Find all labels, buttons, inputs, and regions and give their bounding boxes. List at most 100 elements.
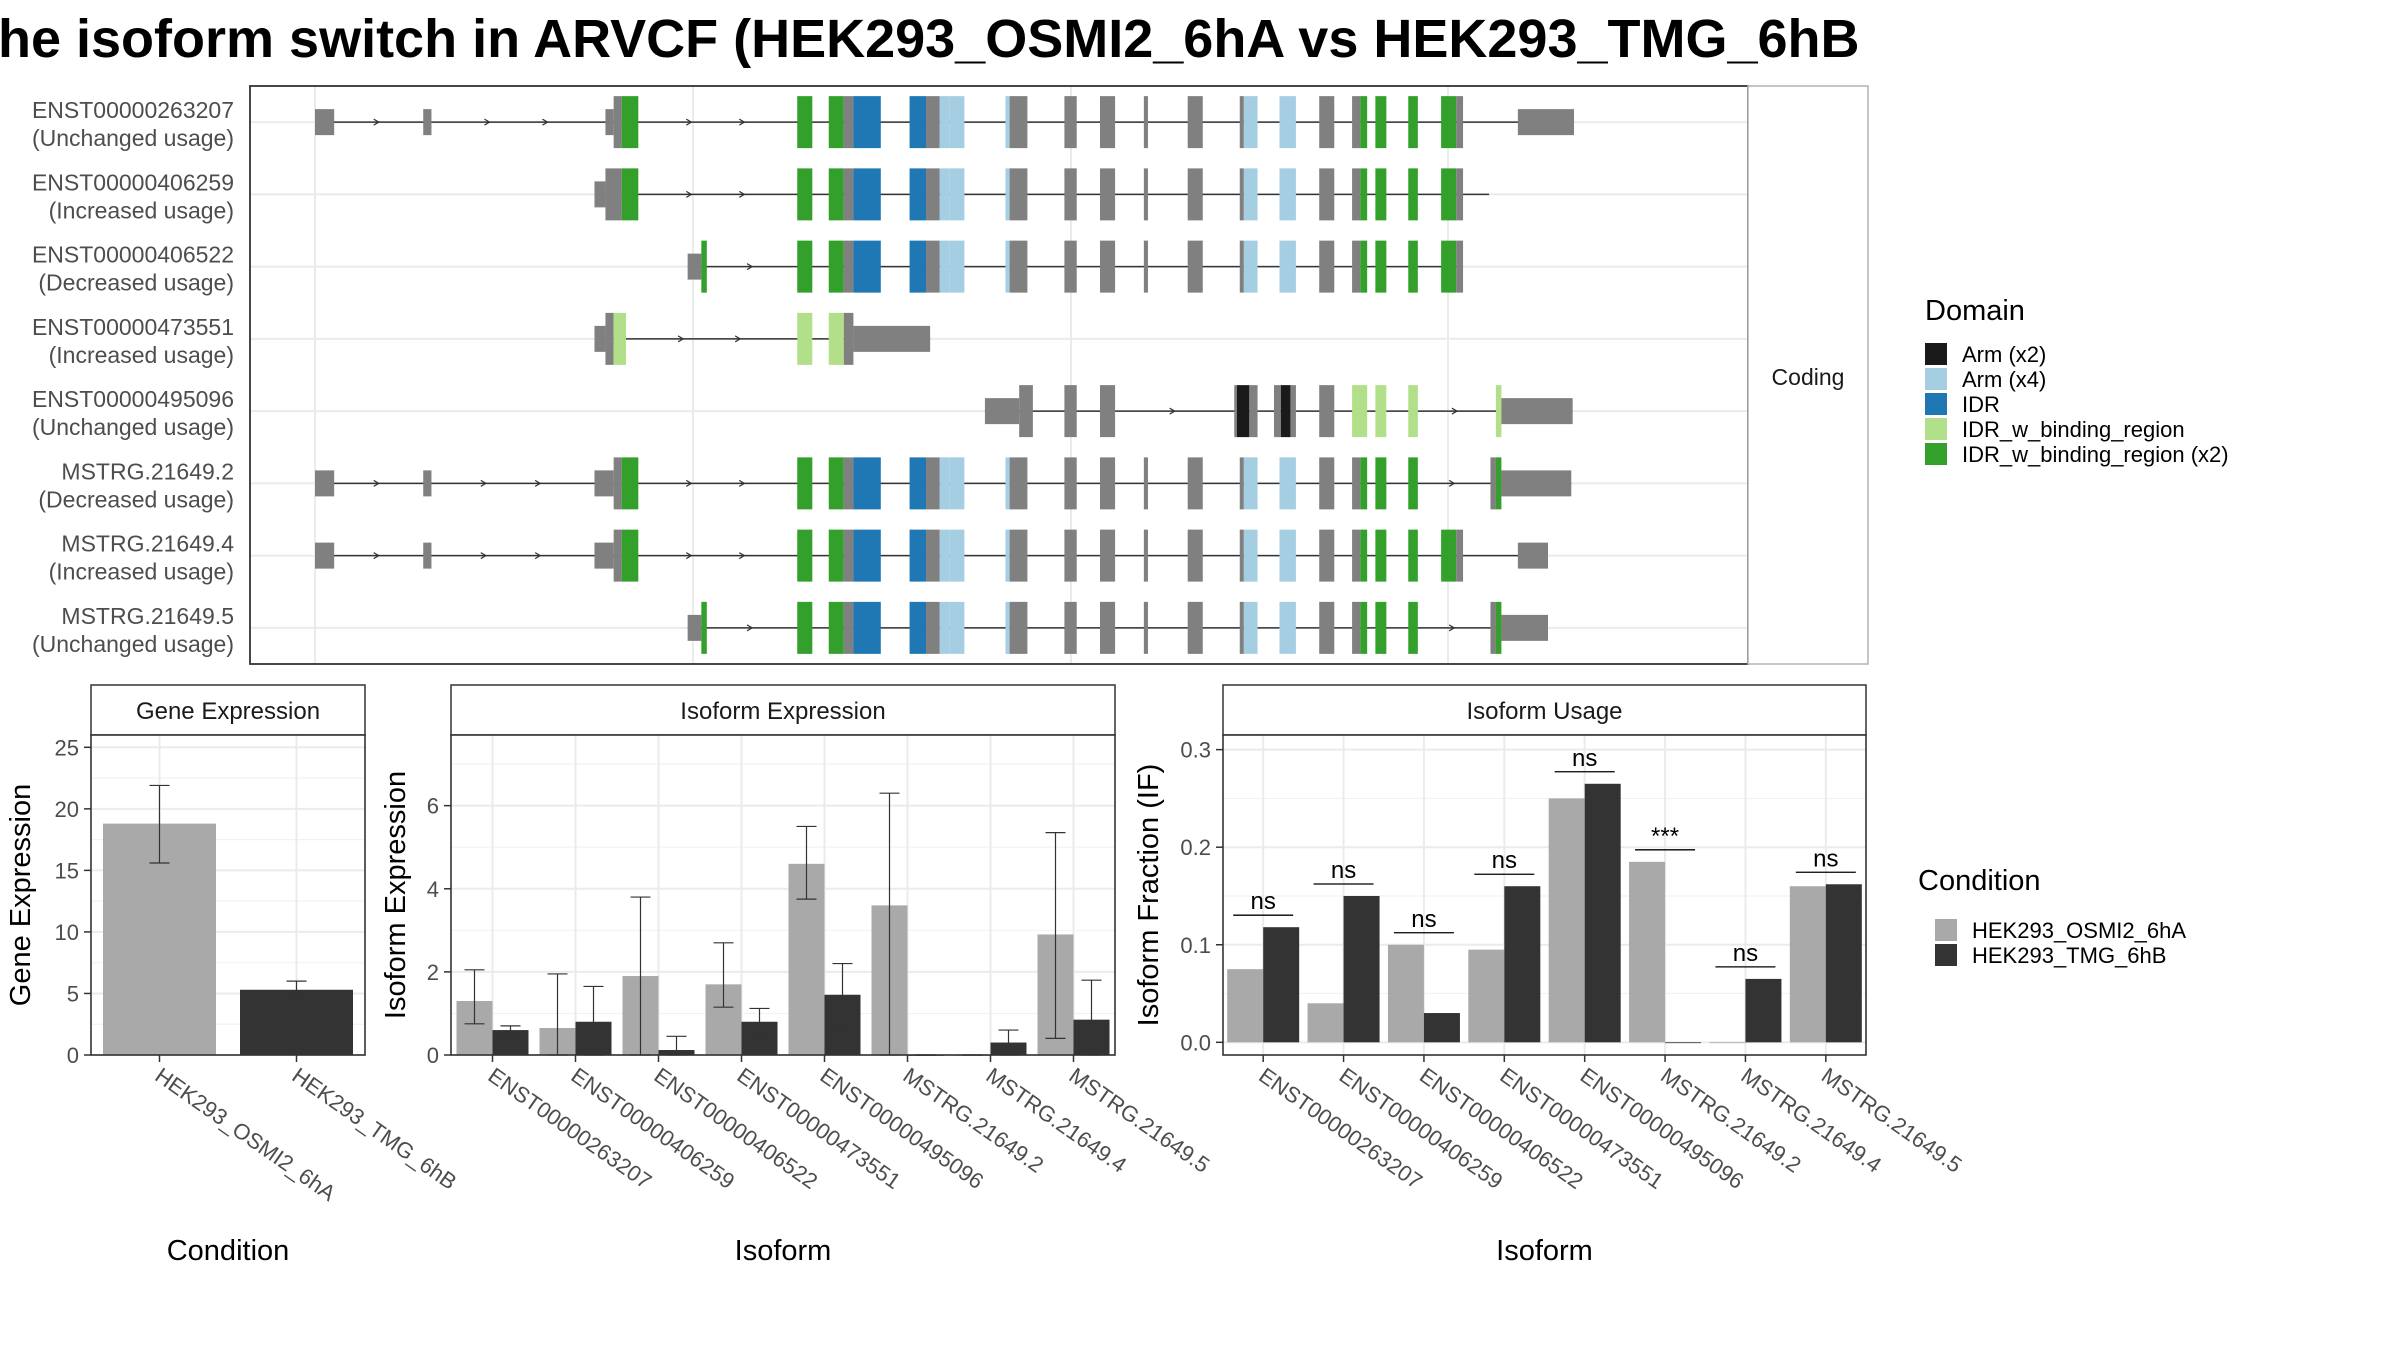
isoform-label: ENST00000495096 [32,386,234,412]
exon-block [1441,529,1457,582]
exon-block [1064,240,1077,293]
exon-block [1187,168,1203,221]
exon-block [1143,529,1148,582]
exon-block [423,109,432,136]
bar [1665,1042,1702,1044]
exon-block [1495,385,1502,438]
exon-block [1064,96,1077,149]
intron-arrow [542,118,549,126]
exon-block [1501,470,1572,497]
exon-block [1064,168,1077,221]
isoform-label: ENST00000406522 [32,242,234,268]
exon-block [828,96,844,149]
exon-block [797,168,813,221]
exon-block [1501,398,1573,425]
exon-block [1456,168,1464,221]
exon-block [1100,601,1116,654]
exon-block [1009,601,1028,654]
y-tick-label: 6 [427,794,439,819]
y-tick-label: 20 [55,797,79,822]
bar [1709,1042,1746,1044]
exon-block [1005,240,1010,293]
exon-block [909,601,927,654]
intron-arrow [534,479,542,487]
coding-strip [1747,85,1869,665]
exon-block [939,601,950,654]
exon-block [1187,457,1203,510]
y-tick-label: 2 [427,960,439,985]
significance-label: ns [1411,906,1436,933]
exon-block [1005,457,1010,510]
exon-block [594,542,614,569]
exon-block [1243,457,1258,510]
exon-block [1501,614,1548,641]
exon-block [1237,385,1250,438]
exon-block [853,529,881,582]
exon-block [853,457,881,510]
exon-block [1100,529,1116,582]
isoform-label: MSTRG.21649.5 [61,603,234,629]
intron-arrow [746,624,754,632]
exon-block [1234,385,1238,438]
intron-arrow [685,118,693,126]
exon-block [828,529,844,582]
exon-block [926,457,940,510]
isoform-usage-label: (Decreased usage) [38,270,234,296]
exon-block [843,529,854,582]
exon-block [1517,109,1575,136]
intron-arrow [738,190,746,198]
x-tick-label: MSTRG.21649.2 [899,1063,1049,1178]
figure-title: he isoform switch in ARVCF (HEK293_OSMI2… [0,9,1860,69]
isoform-label: ENST00000473551 [32,314,234,340]
intron-arrow [738,118,746,126]
exon-block [594,325,606,352]
exon-block [687,253,702,280]
exon-block [423,470,432,497]
condition-legend-label: HEK293_OSMI2_6hA [1972,918,2186,943]
exon-block [828,457,844,510]
exon-block [1143,601,1148,654]
exon-block [1408,168,1418,221]
exon-block [687,614,702,641]
exon-block [1352,601,1361,654]
exon-block [1005,601,1010,654]
bar [1263,927,1300,1043]
exon-block [1360,240,1368,293]
exon-block [1187,601,1203,654]
domain-legend-label: IDR_w_binding_region (x2) [1962,442,2229,467]
y-tick-label: 0.2 [1180,835,1211,860]
exon-block [613,312,626,365]
exon-block [1009,240,1028,293]
exon-block [843,240,854,293]
exon-block [613,457,622,510]
exon-block [1319,529,1335,582]
significance-label: ns [1813,845,1838,872]
intron-arrow [734,335,742,343]
isoform-expression-panel: Isoform Expression0246ENST00000263207ENS… [380,684,1214,1267]
exon-block [1375,601,1387,654]
exon-block [621,529,639,582]
exon-block [1441,168,1457,221]
exon-block [1408,457,1418,510]
exon-block [1360,601,1368,654]
exon-block [949,457,965,510]
exon-block [1279,168,1296,221]
exon-block [1243,240,1258,293]
exon-block [1319,385,1335,438]
bar [1387,944,1424,1043]
exon-block [1490,601,1496,654]
exon-block [797,96,813,149]
exon-block [1243,168,1258,221]
bar [1745,978,1782,1043]
exon-block [1239,96,1244,149]
exon-block [1243,601,1258,654]
bar [1789,886,1826,1043]
isoform-label: MSTRG.21649.4 [61,531,234,557]
exon-block [1243,529,1258,582]
exon-block [1239,168,1244,221]
exon-block [909,529,927,582]
exon-block [1279,601,1296,654]
domain-legend: Domain Arm (x2)Arm (x4)IDRIDR_w_binding_… [1925,295,2229,467]
gene-structure-panel: ENST00000263207(Unchanged usage)ENST0000… [32,85,1869,665]
